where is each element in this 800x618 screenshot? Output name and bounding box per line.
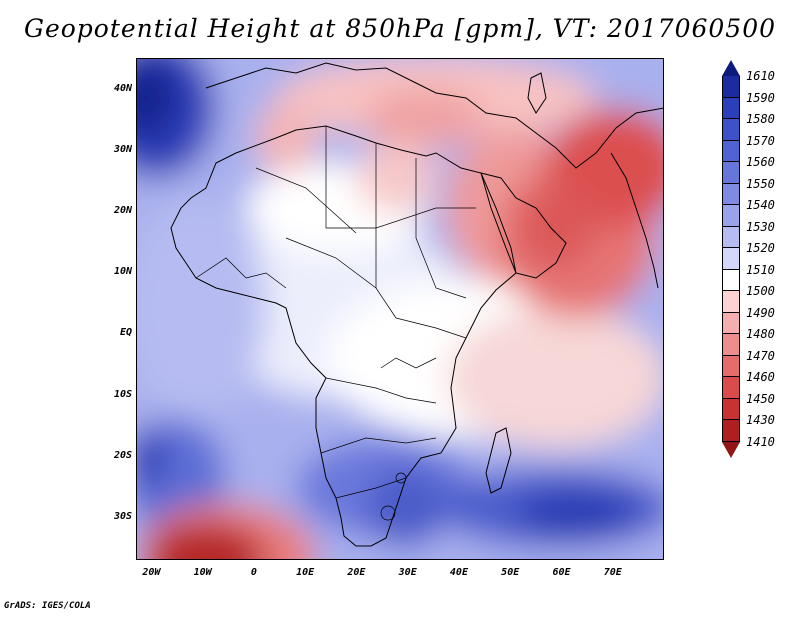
- colorbar-bin: [722, 248, 740, 270]
- colorbar-label: 1470: [746, 348, 775, 363]
- map-title: Geopotential Height at 850hPa [gpm], VT:…: [23, 14, 777, 43]
- lon-label: 60E: [552, 567, 571, 578]
- lon-label: 40E: [449, 567, 468, 578]
- colorbar-max-arrow: [722, 60, 740, 76]
- colorbar-label: 1590: [746, 90, 775, 105]
- colorbar-label: 1540: [746, 198, 775, 212]
- colorbar-label: 1560: [746, 155, 775, 169]
- colorbar-label: 1610: [746, 69, 775, 83]
- country-borders: [195, 126, 476, 521]
- colorbar-bin: [722, 269, 740, 291]
- colorbar-min-arrow: [722, 441, 740, 458]
- colorbar-label: 1570: [746, 133, 775, 148]
- lon-label: 70E: [603, 567, 622, 578]
- colorbar-label: 1450: [746, 391, 775, 406]
- colorbar-bin: [722, 420, 740, 442]
- colorbar-bin: [722, 162, 740, 184]
- lat-label: 40N: [113, 82, 132, 94]
- colorbar-label: 1520: [746, 241, 775, 255]
- lon-label: 30E: [398, 567, 417, 578]
- lat-label: 10N: [113, 266, 132, 278]
- colorbar-bin: [722, 205, 740, 227]
- colorbar-bin: [722, 226, 740, 248]
- contour-fill: [136, 58, 664, 560]
- colorbar-bin: [722, 355, 740, 377]
- lat-label: 30S: [113, 511, 132, 523]
- colorbar-bin: [722, 291, 740, 313]
- height-field: [136, 58, 664, 560]
- colorbar-bin: [722, 377, 740, 399]
- colorbar-label: 1460: [746, 370, 775, 384]
- lat-label: 10S: [113, 388, 132, 400]
- lon-label: 20W: [142, 567, 161, 578]
- lat-label: 20N: [113, 205, 132, 217]
- colorbar-label: 1410: [746, 434, 775, 449]
- lon-label: 10W: [193, 567, 212, 578]
- colorbar-bin: [722, 312, 740, 334]
- colorbar-bin: [722, 183, 740, 205]
- lon-label: 20E: [347, 567, 366, 578]
- colorbar-bin: [722, 398, 740, 420]
- colorbar-label: 1550: [746, 176, 775, 191]
- grads-credit: GrADS: IGES/COLA: [4, 601, 91, 611]
- colorbar-bin: [722, 334, 740, 356]
- lon-label: 50E: [501, 567, 520, 578]
- colorbar: [722, 60, 740, 458]
- lat-label: 20S: [113, 449, 132, 461]
- colorbar-label: 1530: [746, 219, 775, 234]
- colorbar-bin: [722, 119, 740, 141]
- lon-label: 0: [250, 567, 257, 578]
- lon-label: 10E: [296, 567, 315, 578]
- colorbar-label: 1580: [746, 112, 775, 126]
- lat-label: EQ: [119, 327, 132, 339]
- map-plot: [136, 58, 664, 560]
- colorbar-label: 1510: [746, 262, 775, 277]
- lat-label: 30N: [113, 143, 132, 155]
- colorbar-bin: [722, 140, 740, 162]
- colorbar-label: 1430: [746, 413, 775, 427]
- colorbar-label: 1490: [746, 305, 775, 320]
- colorbar-bin: [722, 97, 740, 119]
- colorbar-label: 1500: [746, 284, 775, 298]
- coastlines: [170, 62, 664, 547]
- colorbar-bin: [722, 76, 740, 98]
- colorbar-label: 1480: [746, 327, 775, 341]
